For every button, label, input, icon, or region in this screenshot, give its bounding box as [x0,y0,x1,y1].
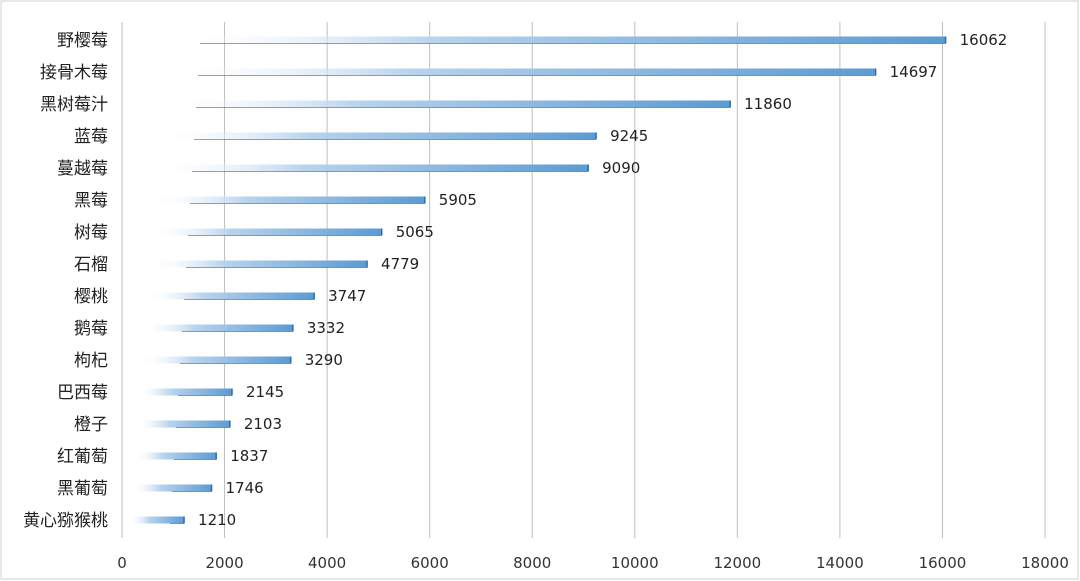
bar [140,356,291,364]
value-label: 3332 [307,319,345,337]
bar [130,516,185,524]
bar [156,100,731,108]
value-label: 16062 [960,31,1008,49]
value-label: 9245 [610,127,648,145]
value-label: 9090 [602,159,640,177]
x-axis-ticks: 0 2000 4000 6000 8000 10000 12000 14000 16000 180… [117,554,1069,572]
x-tick-label: 10000 [611,554,659,572]
x-tick-label: 12000 [713,554,761,572]
category-label: 黄心猕猴桃 [23,511,108,531]
x-tick-label: 6000 [411,554,449,572]
value-label: 1210 [198,511,236,529]
category-label: 黑葡萄 [57,479,108,499]
category-label: 接骨木莓 [40,63,108,83]
value-label: 5905 [439,191,477,209]
bar [132,484,212,492]
bar [148,228,382,236]
value-label: 4779 [381,255,419,273]
bar [138,388,232,396]
category-label: 野樱莓 [57,31,108,51]
bar [136,420,230,428]
bars [130,36,947,524]
category-label: 枸杞 [74,351,108,371]
value-label: 1746 [226,479,264,497]
x-tick-label: 2000 [205,554,243,572]
bar [154,132,597,140]
category-label: 蔓越莓 [57,159,108,179]
category-label: 樱桃 [74,287,108,307]
value-label: 14697 [890,63,938,81]
x-tick-label: 16000 [919,554,967,572]
value-label: 3747 [328,287,366,305]
value-labels: 16062 14697 11860 9245 9090 5905 5065 4779 3747 3… [198,31,1007,529]
category-label: 巴西莓 [57,383,108,403]
category-label: 红葡萄 [57,447,108,467]
category-label: 黑莓 [74,191,108,211]
category-label: 蓝莓 [74,127,108,147]
bar [144,292,315,300]
x-tick-label: 18000 [1021,554,1069,572]
bar [160,36,946,44]
category-label: 石榴 [74,255,108,275]
value-label: 5065 [396,223,434,241]
x-tick-label: 0 [117,554,127,572]
bar [146,260,368,268]
x-tick-label: 8000 [513,554,551,572]
category-labels: 野樱莓接骨木莓黑树莓汁蓝莓蔓越莓黑莓树莓石榴樱桃鹅莓枸杞巴西莓橙子红葡萄黑葡萄黄… [23,31,108,531]
category-label: 树莓 [74,223,108,243]
bar [134,452,217,460]
value-label: 1837 [230,447,268,465]
category-label: 黑树莓汁 [40,95,108,115]
category-label: 鹅莓 [74,319,108,339]
value-label: 2145 [246,383,284,401]
category-label: 橙子 [74,415,108,435]
x-tick-label: 4000 [308,554,346,572]
value-label: 3290 [305,351,343,369]
bar [142,324,293,332]
x-tick-label: 14000 [816,554,864,572]
bar [158,68,876,76]
value-label: 11860 [744,95,792,113]
bar [152,164,589,172]
value-label: 2103 [244,415,282,433]
bar [150,196,425,204]
